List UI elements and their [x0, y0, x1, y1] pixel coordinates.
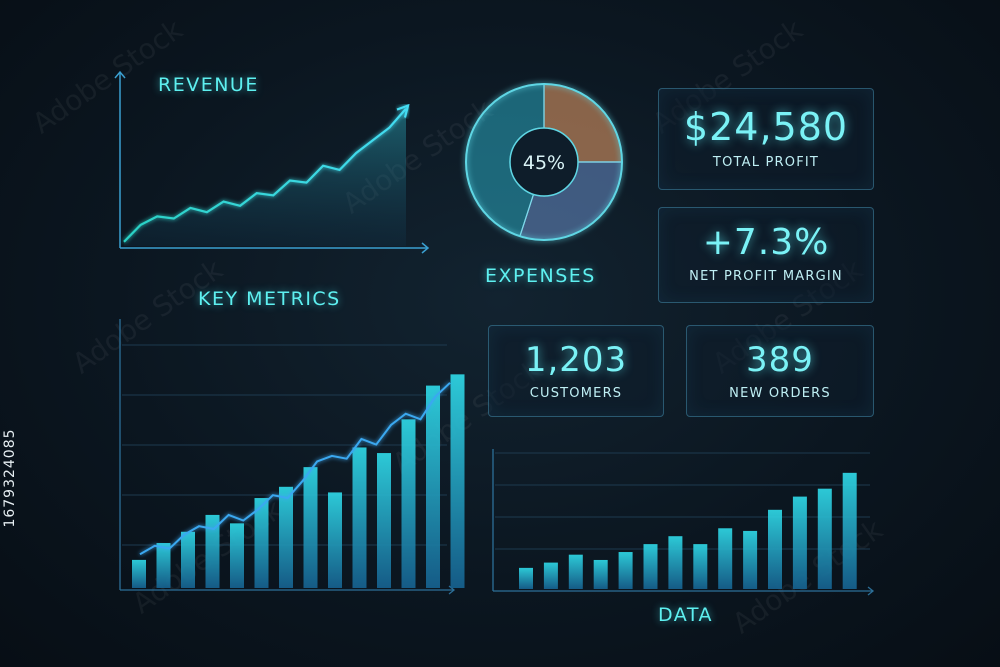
donut-center [509, 127, 579, 197]
revenue-trend-arrow [396, 103, 410, 118]
key-metrics-bar [401, 419, 416, 588]
customers-card: 1,203 CUSTOMERS [488, 325, 664, 417]
key-metrics-chart [119, 319, 465, 595]
data-bar [568, 554, 583, 589]
data-title: DATA [658, 604, 713, 626]
new-orders-value: 389 [746, 340, 814, 380]
data-chart [492, 449, 875, 596]
data-bar [693, 544, 708, 589]
key-metrics-title: KEY METRICS [198, 288, 341, 310]
key-metrics-bar [303, 467, 318, 588]
new-orders-label: NEW ORDERS [729, 386, 831, 401]
data-bar [743, 530, 758, 589]
total-profit-label: TOTAL PROFIT [712, 155, 820, 170]
revenue-x-axis-arrow [421, 242, 430, 254]
data-bar [817, 488, 832, 589]
key-metrics-bar [156, 543, 171, 588]
customers-label: CUSTOMERS [529, 386, 623, 401]
data-bar [519, 567, 533, 589]
expenses-donut-chart: 45% [465, 83, 623, 241]
data-bar [842, 472, 857, 589]
key-metrics-bar [279, 486, 293, 588]
key-metrics-bar [450, 374, 465, 588]
key-metrics-bar [205, 514, 220, 588]
revenue-chart [114, 70, 430, 254]
data-x-axis-arrow [867, 586, 875, 596]
donut-center-label: 45% [523, 152, 565, 174]
customers-value: 1,203 [524, 340, 628, 380]
side-id-label: 1679324085 [2, 428, 18, 528]
net-profit-margin-value: +7.3% [702, 222, 830, 263]
net-profit-margin-card: +7.3% NET PROFIT MARGIN [658, 207, 874, 303]
net-profit-margin-label: NET PROFIT MARGIN [689, 269, 843, 284]
data-bar [618, 552, 633, 589]
key-metrics-bar [377, 453, 391, 588]
key-metrics-bar [426, 385, 440, 588]
data-bar [668, 536, 683, 589]
revenue-y-axis-arrow [114, 70, 126, 79]
donut-outer-ring [465, 83, 623, 241]
data-bar [792, 496, 807, 589]
key-metrics-bar [132, 559, 146, 588]
data-bar [768, 509, 782, 589]
total-profit-value: $24,580 [683, 105, 849, 149]
data-bar [643, 544, 658, 589]
data-bar [543, 562, 558, 589]
key-metrics-bar [254, 498, 269, 588]
data-bar [718, 528, 733, 589]
key-metrics-bar [230, 523, 244, 588]
expenses-title: EXPENSES [485, 265, 596, 287]
revenue-area-fill [124, 108, 406, 246]
revenue-title: REVENUE [158, 74, 259, 96]
data-bar [593, 559, 608, 589]
key-metrics-bar [328, 492, 342, 588]
key-metrics-bar [181, 531, 195, 588]
new-orders-card: 389 NEW ORDERS [686, 325, 874, 417]
total-profit-card: $24,580 TOTAL PROFIT [658, 88, 874, 190]
revenue-line [123, 107, 407, 243]
key-metrics-bar [352, 447, 367, 588]
key-metrics-line [139, 382, 451, 556]
